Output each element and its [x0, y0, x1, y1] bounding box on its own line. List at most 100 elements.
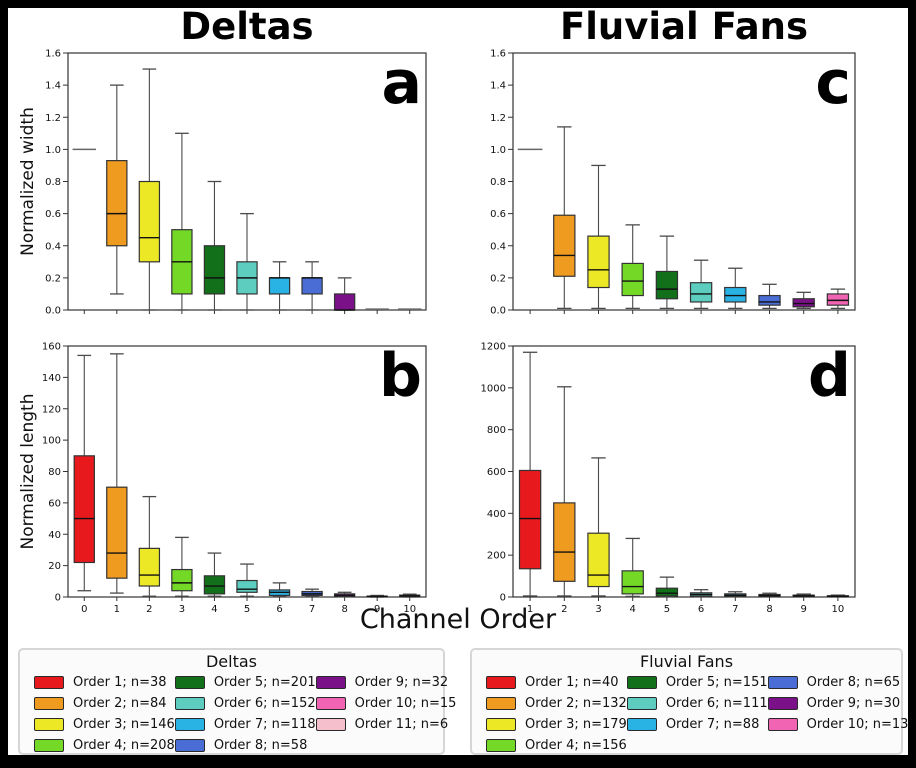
- box-order-2: [106, 353, 128, 594]
- legend-item-label: Order 2; n=84: [73, 696, 167, 712]
- legend-item: Order 9; n=32: [315, 673, 457, 692]
- x-tick-label: 4: [211, 604, 217, 615]
- y-tick-label: 140: [42, 373, 61, 384]
- legend-item: Order 1; n=40: [486, 673, 627, 692]
- iqr-box: [655, 587, 679, 597]
- iqr-box: [518, 469, 542, 570]
- box-order-10: [826, 288, 850, 310]
- legend-item-label: Order 11; n=6: [354, 717, 449, 733]
- legend-item: Order 7; n=88: [626, 715, 768, 734]
- x-axis-ticks: 1 2 3 4 5 6 7 8 9 10: [527, 597, 844, 615]
- legend-column: Order 5; n=151 Order 6; n=111 Order 7; n=8…: [626, 673, 768, 755]
- legend-item-label: Order 3; n=179: [525, 717, 627, 733]
- box-order-1: [73, 354, 95, 592]
- x-tick-label: 1: [527, 604, 533, 615]
- y-tick-label: 0.0: [45, 306, 61, 317]
- box-order-1: [518, 351, 542, 597]
- box-order-9: [792, 291, 815, 310]
- legend-swatch: [486, 718, 516, 732]
- legend-swatch: [626, 697, 657, 711]
- y-tick-label: 80: [48, 467, 61, 478]
- legend-swatch: [34, 739, 64, 753]
- iqr-box: [587, 235, 610, 289]
- box-order-9: [333, 591, 356, 598]
- box-order-2: [106, 84, 128, 295]
- fluvial-fans-column-title: Fluvial Fans: [559, 5, 809, 48]
- boxplot-panel-a-normalized-width-deltas: 0.0 0.2 0.4 0.6 0.8 1.0 1.2 1.4 1.6 Normalized wi…: [18, 48, 427, 317]
- legend-item-label: Order 6; n=152: [213, 696, 316, 712]
- legend-item: Order 8; n=65: [767, 673, 908, 692]
- legend-item-label: Order 4; n=208: [73, 738, 175, 754]
- box-order-8: [301, 261, 323, 311]
- legend-item-label: Order 7; n=88: [665, 717, 760, 733]
- y-tick-label: 120: [42, 404, 61, 415]
- legend-swatch: [626, 676, 657, 690]
- iqr-box: [236, 579, 258, 593]
- y-tick-label: 1.2: [490, 113, 506, 124]
- iqr-box: [758, 294, 781, 306]
- y-tick-label: 0: [500, 593, 506, 604]
- legend-column: Order 1; n=38 Order 2; n=84 Order 3; n=146…: [34, 673, 175, 755]
- legend-item-label: Order 4; n=156: [525, 738, 627, 754]
- iqr-box: [138, 547, 161, 587]
- legend-item-label: Order 10; n=15: [354, 696, 457, 712]
- legend-item: Order 4; n=208: [34, 736, 175, 755]
- x-tick-label: 5: [664, 604, 670, 615]
- x-tick-label: 1: [114, 604, 120, 615]
- box-order-8: [301, 588, 323, 598]
- legend-swatch: [486, 697, 516, 711]
- legend-item: Order 1; n=38: [34, 673, 175, 692]
- x-tick-label: 3: [179, 604, 185, 615]
- legend-item: Order 11; n=6: [315, 715, 457, 734]
- legend-item-label: Order 9; n=32: [354, 675, 449, 691]
- legend-item: Order 3; n=146: [34, 715, 175, 734]
- iqr-box: [621, 570, 644, 595]
- iqr-box: [553, 214, 576, 277]
- box-order-2: [553, 386, 576, 597]
- box-order-5: [203, 180, 226, 311]
- box-order-10: [366, 594, 388, 598]
- boxplot-panel-c-normalized-width-fluvial-fans: 0.0 0.2 0.4 0.6 0.8 1.0 1.2 1.4 1.6 c: [490, 48, 856, 317]
- iqr-box: [301, 277, 323, 295]
- deltas-column-title: Deltas: [180, 5, 314, 48]
- legend-item: Order 6; n=111: [626, 694, 768, 713]
- iqr-box: [621, 262, 644, 297]
- legend-swatch: [315, 718, 346, 732]
- y-tick-label: 20: [48, 561, 61, 572]
- legend-swatch: [315, 697, 346, 711]
- legend-item: Order 10; n=15: [315, 694, 457, 713]
- box-order-10: [826, 594, 850, 598]
- legend-swatch: [486, 676, 516, 690]
- iqr-box: [73, 455, 95, 564]
- legend-swatch: [174, 718, 205, 732]
- box-order-4: [171, 132, 193, 311]
- panel-letter-c: c: [815, 48, 851, 118]
- y-tick-label: 1.0: [490, 145, 506, 156]
- legend-item: Order 6; n=152: [174, 694, 316, 713]
- legend-item: Order 5; n=201: [174, 673, 316, 692]
- legend-item: Order 10; n=13: [767, 715, 908, 734]
- y-tick-label: 1.4: [45, 81, 61, 92]
- y-tick-label: 1000: [481, 383, 506, 394]
- legend-item-label: Order 5; n=151: [665, 675, 768, 691]
- panel-letter-d: d: [808, 341, 851, 411]
- y-tick-label: 0.6: [45, 209, 61, 220]
- y-tick-label: 0.0: [490, 306, 506, 317]
- box-order-9: [333, 277, 356, 311]
- y-tick-label: 600: [487, 467, 506, 478]
- y-tick-label: 0.4: [45, 241, 61, 252]
- legend-deltas-entries: Order 1; n=38 Order 2; n=84 Order 3; n=146…: [26, 673, 456, 755]
- legend-swatch: [174, 697, 205, 711]
- x-tick-label: 10: [832, 604, 845, 615]
- legend-swatch: [486, 739, 516, 753]
- box-order-7: [724, 591, 747, 598]
- legend-item: Order 2; n=132: [486, 694, 627, 713]
- y-tick-label: 40: [48, 530, 61, 541]
- iqr-box: [171, 568, 193, 592]
- legend-swatch: [767, 676, 798, 690]
- iqr-box: [268, 277, 291, 295]
- y-tick-label: 0.6: [490, 209, 506, 220]
- legend-item: Order 3; n=179: [486, 715, 627, 734]
- x-tick-label: 6: [276, 604, 282, 615]
